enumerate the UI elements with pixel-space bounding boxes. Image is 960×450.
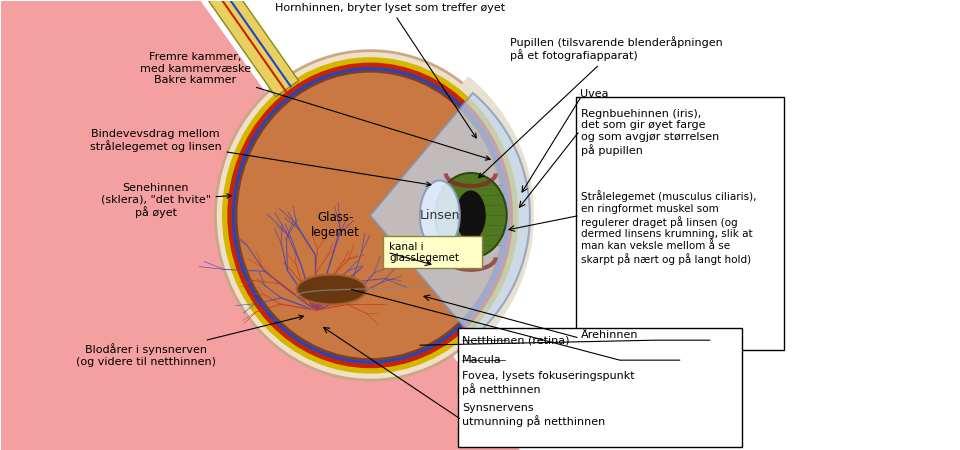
Text: Netthinnen (retina): Netthinnen (retina): [462, 335, 569, 345]
Text: Fovea, lysets fokuseringspunkt
på netthinnen: Fovea, lysets fokuseringspunkt på netthi…: [462, 371, 635, 395]
Text: Synsnervens
utmunning på netthinnen: Synsnervens utmunning på netthinnen: [462, 403, 606, 427]
Wedge shape: [371, 93, 530, 338]
Polygon shape: [1, 1, 520, 450]
Ellipse shape: [420, 180, 460, 250]
Ellipse shape: [215, 51, 525, 380]
Text: Senehinnen
(sklera), "det hvite"
på øyet: Senehinnen (sklera), "det hvite" på øyet: [101, 183, 231, 218]
Ellipse shape: [456, 190, 486, 240]
Text: Årehinnen: Årehinnen: [581, 330, 638, 340]
Ellipse shape: [435, 173, 507, 258]
Polygon shape: [207, 0, 299, 97]
Text: Synsnerven: Synsnerven: [0, 449, 1, 450]
Text: Regnbuehinnen (iris),
det som gir øyet farge
og som avgjør størrelsen
på pupille: Regnbuehinnen (iris), det som gir øyet f…: [581, 108, 719, 156]
Text: kanal i
glasslegemet: kanal i glasslegemet: [389, 242, 459, 263]
FancyBboxPatch shape: [576, 97, 784, 350]
Text: Macula: Macula: [462, 355, 502, 365]
FancyBboxPatch shape: [458, 328, 741, 447]
Text: Glass-
legemet: Glass- legemet: [311, 212, 360, 239]
Ellipse shape: [237, 72, 503, 358]
Text: Strålelegemet (musculus ciliaris),
en ringformet muskel som
regulerer draget på : Strålelegemet (musculus ciliaris), en ri…: [581, 190, 756, 265]
Text: Pupillen (tilsvarende blenderåpningen
på et fotografiapparat): Pupillen (tilsvarende blenderåpningen på…: [479, 36, 723, 178]
Ellipse shape: [297, 274, 367, 305]
Text: Bindevevsdrag mellom
strålelegemet og linsen: Bindevevsdrag mellom strålelegemet og li…: [89, 129, 431, 186]
Text: Hornhinnen, bryter lyset som treffer øyet: Hornhinnen, bryter lyset som treffer øye…: [276, 3, 505, 138]
Text: Blodårer i synsnerven
(og videre til netthinnen): Blodårer i synsnerven (og videre til net…: [76, 315, 303, 367]
Ellipse shape: [226, 61, 515, 370]
FancyBboxPatch shape: [383, 236, 482, 268]
Text: Uvea: Uvea: [580, 89, 609, 99]
Text: Linsen: Linsen: [420, 209, 460, 222]
Text: Fremre kammer,
med kammervæske
Bakre kammer: Fremre kammer, med kammervæske Bakre kam…: [140, 52, 491, 160]
